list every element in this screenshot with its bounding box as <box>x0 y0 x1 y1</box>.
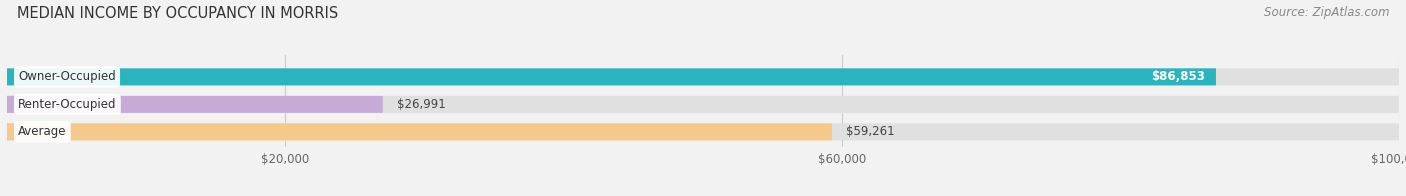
FancyBboxPatch shape <box>7 68 1216 85</box>
Text: Owner-Occupied: Owner-Occupied <box>18 70 115 83</box>
FancyBboxPatch shape <box>7 96 1399 113</box>
Text: Renter-Occupied: Renter-Occupied <box>18 98 117 111</box>
FancyBboxPatch shape <box>7 96 382 113</box>
FancyBboxPatch shape <box>7 123 1399 140</box>
Text: $26,991: $26,991 <box>396 98 446 111</box>
FancyBboxPatch shape <box>7 123 832 140</box>
Text: MEDIAN INCOME BY OCCUPANCY IN MORRIS: MEDIAN INCOME BY OCCUPANCY IN MORRIS <box>17 6 337 21</box>
Text: $86,853: $86,853 <box>1152 70 1205 83</box>
Text: Average: Average <box>18 125 66 138</box>
Text: $59,261: $59,261 <box>846 125 894 138</box>
Text: Source: ZipAtlas.com: Source: ZipAtlas.com <box>1264 6 1389 19</box>
FancyBboxPatch shape <box>7 68 1399 85</box>
